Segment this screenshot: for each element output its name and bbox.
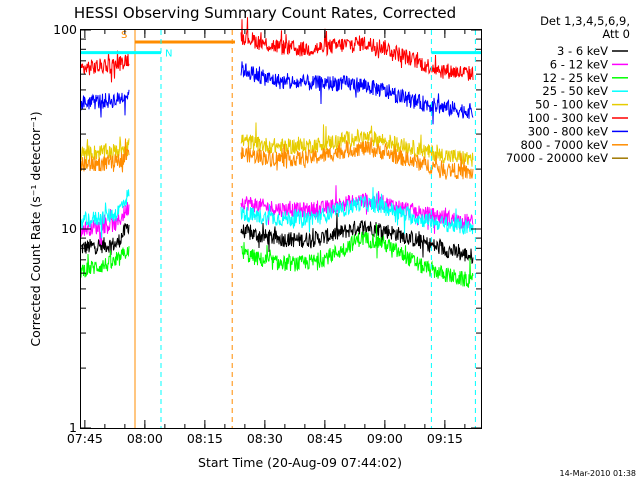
series-7-segment-1 bbox=[80, 89, 130, 118]
chart-title: HESSI Observing Summary Count Rates, Cor… bbox=[74, 4, 456, 22]
legend-label-2: 6 - 12 keV bbox=[550, 57, 608, 71]
legend-label-9: 7000 - 20000 keV bbox=[506, 151, 608, 165]
legend-header-detectors: Det 1,3,4,5,6,9, bbox=[540, 14, 630, 28]
y-tick-label-3: 100 bbox=[53, 22, 77, 37]
series-2 bbox=[80, 185, 474, 246]
x-axis: 07:45 08:00 08:15 08:30 08:45 09:00 09:15 bbox=[67, 30, 466, 446]
legend-label-1: 3 - 6 keV bbox=[557, 44, 608, 58]
series-3 bbox=[80, 223, 474, 288]
x-tick-label-2: 08:00 bbox=[127, 431, 163, 446]
x-tick-label-6: 09:00 bbox=[367, 431, 403, 446]
series-6-segment-2 bbox=[240, 17, 474, 81]
series-8-segment-1 bbox=[80, 138, 130, 173]
series-1-segment-1 bbox=[80, 223, 130, 256]
x-tick-label-7: 09:15 bbox=[427, 431, 463, 446]
y-axis-label: Corrected Count Rate (s⁻¹ detector⁻¹) bbox=[28, 111, 43, 346]
plot-frame bbox=[80, 29, 482, 429]
series-3-segment-1 bbox=[80, 246, 130, 278]
x-tick-label-4: 08:30 bbox=[247, 431, 283, 446]
y-tick-label-1: 1 bbox=[69, 420, 77, 435]
series-1 bbox=[80, 213, 474, 264]
legend-label-3: 12 - 25 keV bbox=[542, 71, 608, 85]
legend-label-8: 800 - 7000 keV bbox=[520, 138, 608, 152]
series-8 bbox=[80, 137, 474, 180]
series-8-segment-2 bbox=[240, 137, 474, 180]
legend-label-6: 100 - 300 keV bbox=[528, 111, 608, 125]
legend-header-attenuator: Att 0 bbox=[602, 27, 630, 41]
flag-layer: SN bbox=[81, 30, 481, 428]
legend-label-4: 25 - 50 keV bbox=[542, 84, 608, 98]
series-7 bbox=[80, 61, 474, 125]
series-5-segment-2 bbox=[240, 122, 474, 167]
series-5-segment-1 bbox=[80, 136, 130, 169]
saa-flag-label: S bbox=[121, 30, 127, 41]
series-4 bbox=[80, 187, 474, 239]
night-flag-label: N bbox=[165, 49, 172, 60]
x-tick-label-1: 07:45 bbox=[67, 431, 103, 446]
legend-label-5: 50 - 100 keV bbox=[535, 98, 608, 112]
series-layer bbox=[80, 17, 474, 288]
x-tick-label-3: 08:15 bbox=[187, 431, 223, 446]
timestamp-stamp: 14-Mar-2010 01:38 bbox=[560, 469, 637, 478]
y-axis: 1 10 100 bbox=[53, 22, 481, 435]
legend-label-7: 300 - 800 keV bbox=[528, 124, 608, 138]
series-3-segment-2 bbox=[240, 223, 474, 288]
series-4-segment-2 bbox=[240, 187, 474, 236]
series-6 bbox=[80, 17, 474, 83]
series-2-segment-2 bbox=[240, 185, 474, 234]
series-2-segment-1 bbox=[80, 202, 130, 246]
y-tick-label-2: 10 bbox=[61, 221, 77, 236]
series-5 bbox=[80, 122, 474, 169]
series-4-segment-1 bbox=[80, 189, 130, 239]
series-1-segment-2 bbox=[240, 213, 474, 264]
x-tick-label-5: 08:45 bbox=[307, 431, 343, 446]
series-7-segment-2 bbox=[240, 61, 474, 125]
series-6-segment-1 bbox=[80, 50, 130, 83]
x-axis-label: Start Time (20-Aug-09 07:44:02) bbox=[198, 455, 402, 470]
